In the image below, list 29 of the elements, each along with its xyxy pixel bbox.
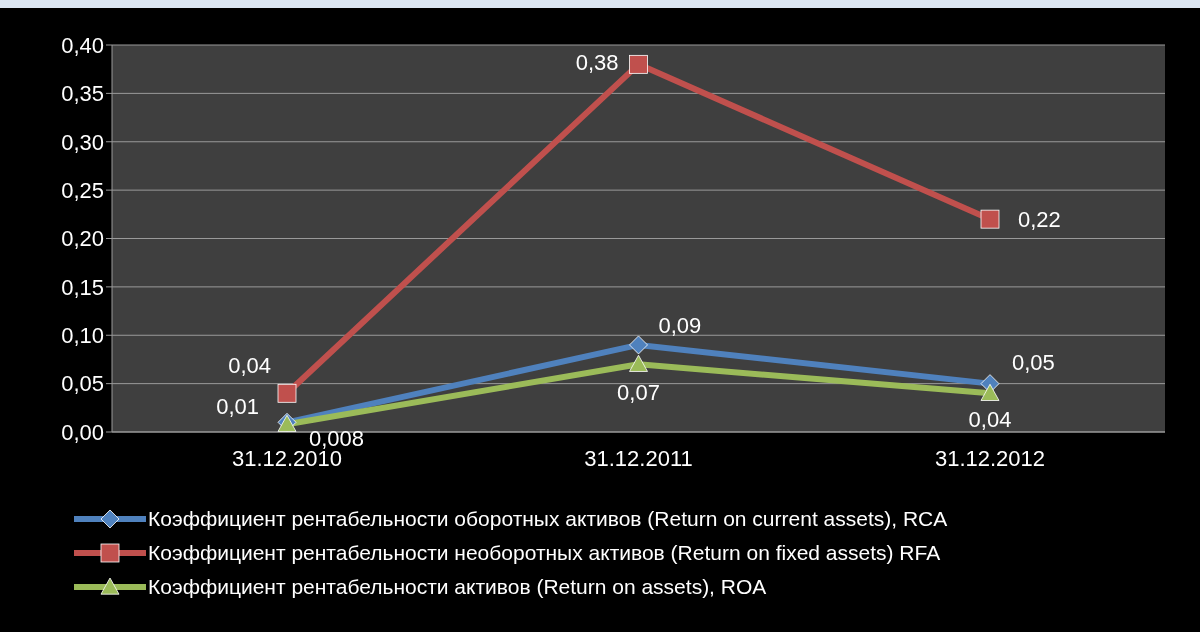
- y-tick-label: 0,35: [61, 81, 104, 107]
- legend-label: Коэффициент рентабельности оборотных активов (Return on current assets), RCA: [148, 507, 948, 531]
- y-tick-label: 0,20: [61, 226, 104, 252]
- y-tick-label: 0,25: [61, 177, 104, 203]
- data-label: 0,22: [1018, 207, 1061, 233]
- x-tick-label: 31.12.2011: [584, 445, 693, 471]
- legend-label: Коэффициент рентабельности активов (Return on assets), ROA: [148, 575, 767, 599]
- data-label: 0,07: [617, 380, 660, 406]
- y-tick-label: 0,30: [61, 129, 104, 155]
- data-label: 0,05: [1012, 349, 1055, 375]
- data-label: 0,38: [575, 50, 619, 76]
- point: [629, 54, 648, 74]
- y-tick-label: 0,10: [61, 323, 104, 349]
- y-tick-label: 0,40: [61, 32, 104, 58]
- point: [980, 209, 1000, 229]
- x-tick-label: 31.12.2012: [934, 445, 1046, 471]
- point: [629, 335, 648, 355]
- point: [629, 354, 648, 372]
- data-label: 0,008: [309, 426, 365, 452]
- data-label: 0,04: [228, 353, 271, 379]
- point: [277, 383, 297, 403]
- y-tick-label: 0,00: [61, 419, 104, 445]
- data-label: 0,09: [658, 312, 702, 338]
- point: [980, 383, 1000, 401]
- y-tick-label: 0,15: [61, 274, 104, 300]
- legend-label: Коэффициент рентабельности необоротных активов (Return on fixed assets) RFA: [148, 541, 941, 565]
- data-label: 0,01: [216, 394, 259, 420]
- data-label: 0,04: [968, 407, 1012, 433]
- y-tick-label: 0,05: [61, 371, 104, 397]
